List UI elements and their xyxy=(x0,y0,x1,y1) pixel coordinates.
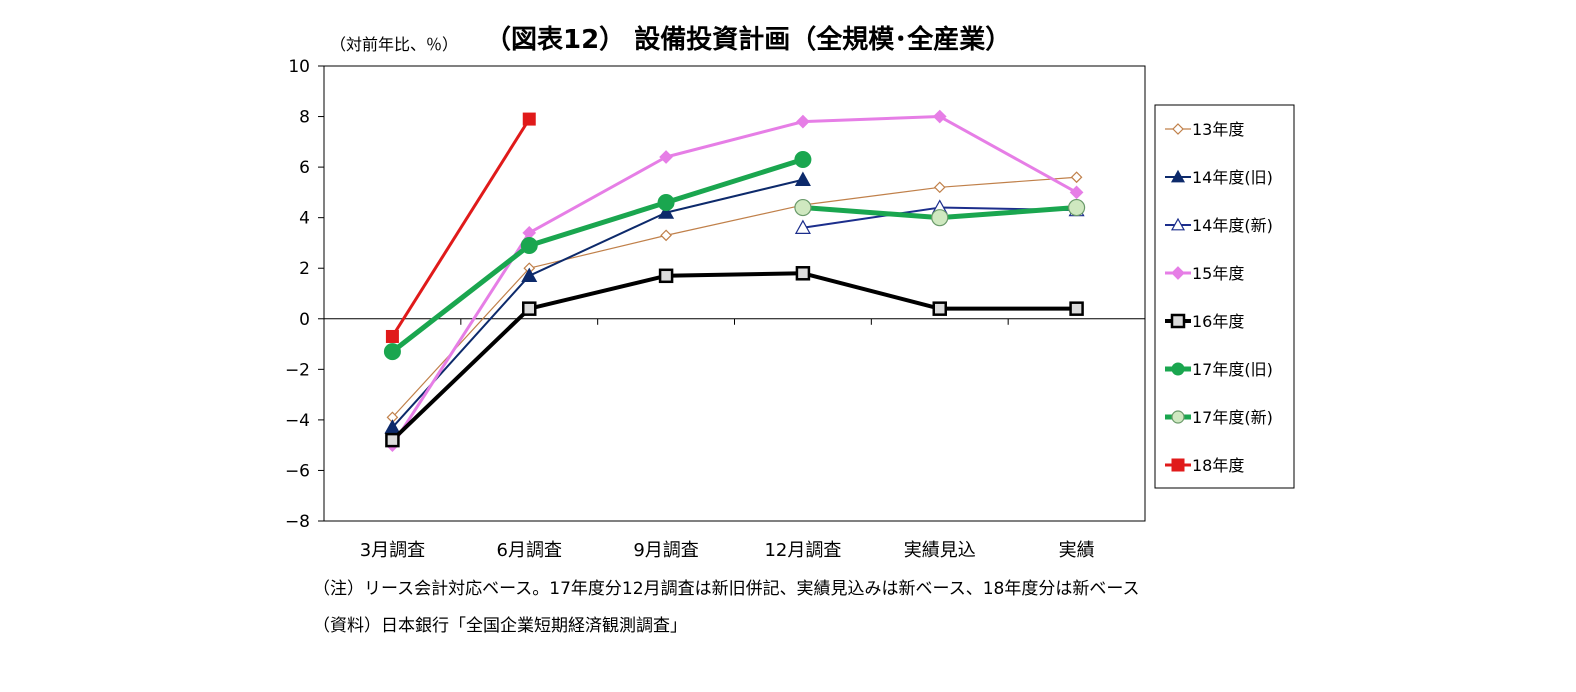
footnote: （注）リース会計対応ベース。17年度分12月調査は新旧併記、実績見込みは新ベース… xyxy=(313,579,1140,599)
x-tick-label: 9月調査 xyxy=(633,540,698,561)
plot-area xyxy=(323,65,1146,522)
y-tick-label: −8 xyxy=(285,512,310,532)
data-point xyxy=(660,229,672,242)
y-axis-label: （対前年比、％） xyxy=(330,35,458,54)
legend-marker xyxy=(1171,458,1185,472)
data-point xyxy=(385,329,399,343)
data-point xyxy=(385,432,400,448)
legend-label: 14年度(旧) xyxy=(1192,168,1273,187)
data-point xyxy=(1067,198,1086,217)
data-point xyxy=(794,198,812,217)
series-4 xyxy=(385,266,1084,448)
series-line xyxy=(391,118,531,338)
legend-marker xyxy=(1170,169,1186,183)
series-line xyxy=(391,176,1077,418)
x-tick-label: 12月調査 xyxy=(764,540,841,561)
y-tick-label: 0 xyxy=(299,310,310,330)
y-tick-label: 8 xyxy=(299,108,310,128)
data-point xyxy=(383,343,401,361)
legend: 13年度 14年度(旧) 14年度(新) 15年度 16年度 17年度(旧) 17年度(新)… xyxy=(1165,120,1273,475)
x-axis: 3月調査 6月調査 9月調査 12月調査 実績見込 実績 xyxy=(324,318,1145,561)
y-tick-label: 2 xyxy=(299,259,310,279)
legend-marker xyxy=(1170,217,1186,231)
data-point xyxy=(520,236,538,254)
series-line xyxy=(391,271,1077,442)
y-tick-label: −6 xyxy=(285,461,310,481)
x-tick-label: 実績見込 xyxy=(904,540,976,561)
data-point xyxy=(522,112,536,126)
data-point xyxy=(795,266,811,281)
data-point xyxy=(932,301,947,316)
legend-label: 16年度 xyxy=(1192,312,1244,331)
data-point xyxy=(796,114,810,129)
chart-title: （図表12） 設備投資計画（全規模･全産業） xyxy=(485,24,1011,55)
data-point xyxy=(659,150,673,164)
y-tick-label: −4 xyxy=(285,411,310,431)
legend-marker xyxy=(1171,266,1185,280)
source-note: （資料）日本銀行「全国企業短期経済観測調査」 xyxy=(313,616,687,636)
legend-item: 15年度 xyxy=(1165,264,1244,283)
data-point xyxy=(794,171,811,186)
y-tick-label: 4 xyxy=(299,209,310,229)
series-line xyxy=(391,178,804,429)
legend-label: 13年度 xyxy=(1192,120,1244,139)
data-point xyxy=(794,151,812,169)
data-point xyxy=(1069,301,1084,316)
legend-item: 17年度(新) xyxy=(1165,408,1273,427)
legend-marker xyxy=(1172,123,1184,135)
legend-label: 15年度 xyxy=(1192,264,1244,283)
series-6 xyxy=(794,198,1086,227)
series-line xyxy=(390,157,804,354)
legend-marker xyxy=(1171,410,1185,424)
legend-item: 14年度(旧) xyxy=(1165,168,1273,187)
data-point xyxy=(794,219,811,234)
data-point xyxy=(932,109,947,124)
legend-item: 13年度 xyxy=(1165,120,1244,139)
x-tick-label: 3月調査 xyxy=(360,540,425,561)
legend-item: 14年度(新) xyxy=(1165,216,1273,235)
y-axis: 10 8 6 4 2 0 −2 −4 −6 −8 xyxy=(285,57,324,532)
data-point xyxy=(1069,185,1084,200)
series-line xyxy=(391,115,1078,446)
legend-item: 16年度 xyxy=(1165,312,1244,331)
legend-marker xyxy=(1171,362,1185,376)
series-3 xyxy=(385,109,1084,453)
legend-label: 17年度(旧) xyxy=(1192,360,1273,379)
series-7 xyxy=(385,112,536,343)
x-tick-label: 実績 xyxy=(1059,540,1095,561)
data-point xyxy=(933,181,946,194)
legend-box xyxy=(1154,104,1295,489)
y-tick-label: 6 xyxy=(299,158,310,178)
y-tick-label: 10 xyxy=(288,57,310,77)
data-point xyxy=(1070,171,1083,184)
series-1 xyxy=(384,171,811,434)
series-layer xyxy=(383,109,1086,453)
legend-item: 18年度 xyxy=(1165,456,1244,475)
y-tick-label: −2 xyxy=(285,360,310,380)
data-point xyxy=(658,268,674,284)
data-point xyxy=(521,267,538,283)
data-point xyxy=(522,301,537,316)
series-0 xyxy=(386,171,1083,424)
series-5 xyxy=(383,151,812,361)
data-point xyxy=(658,204,675,219)
legend-label: 14年度(新) xyxy=(1192,216,1273,235)
data-point xyxy=(931,209,949,227)
legend-label: 18年度 xyxy=(1192,456,1244,475)
legend-item: 17年度(旧) xyxy=(1165,360,1273,379)
legend-label: 17年度(新) xyxy=(1192,408,1273,427)
data-point xyxy=(657,194,675,211)
legend-marker xyxy=(1170,313,1186,329)
x-tick-label: 6月調査 xyxy=(497,540,562,561)
